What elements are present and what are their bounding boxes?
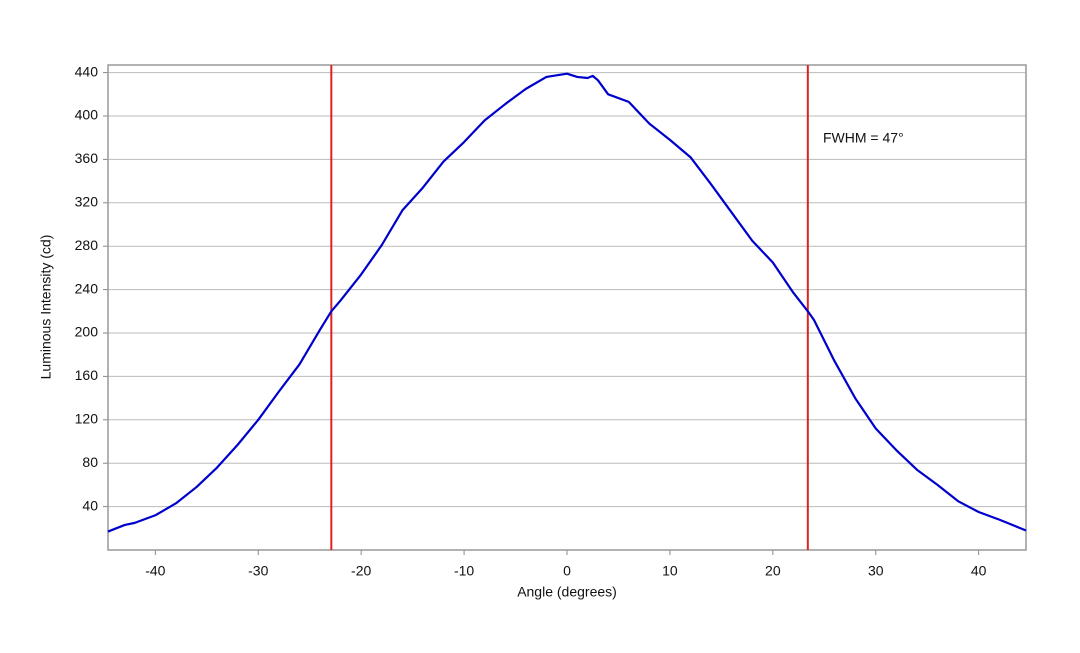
y-tick-label: 320	[75, 193, 99, 209]
x-tick-label: 10	[662, 563, 678, 579]
x-tick-label: 30	[868, 563, 884, 579]
y-tick-label: 400	[75, 107, 99, 123]
y-tick-label: 80	[82, 454, 98, 470]
data-line	[107, 72, 1027, 533]
x-tick-label: 40	[971, 563, 987, 579]
plot-frame	[107, 64, 1027, 551]
x-axis-label: Angle (degrees)	[517, 584, 617, 600]
x-tick-label: 0	[563, 563, 571, 579]
y-tick-label: 200	[75, 324, 99, 340]
y-tick-label: 160	[75, 367, 99, 383]
y-tick-label: 40	[82, 497, 98, 513]
x-tick-label: -10	[454, 563, 474, 579]
x-tick-label: -20	[351, 563, 371, 579]
x-tick-label: -30	[248, 563, 268, 579]
y-tick-label: 360	[75, 150, 99, 166]
y-tick-label: 240	[75, 280, 99, 296]
y-tick-label: 440	[75, 63, 99, 79]
x-tick-label: -40	[145, 563, 165, 579]
y-tick-label: 120	[75, 411, 99, 427]
x-tick-label: 20	[765, 563, 781, 579]
y-axis-label: Luminous Intensity (cd)	[38, 235, 54, 380]
annotation: FWHM = 47°	[823, 130, 904, 146]
y-tick-label: 280	[75, 237, 99, 253]
